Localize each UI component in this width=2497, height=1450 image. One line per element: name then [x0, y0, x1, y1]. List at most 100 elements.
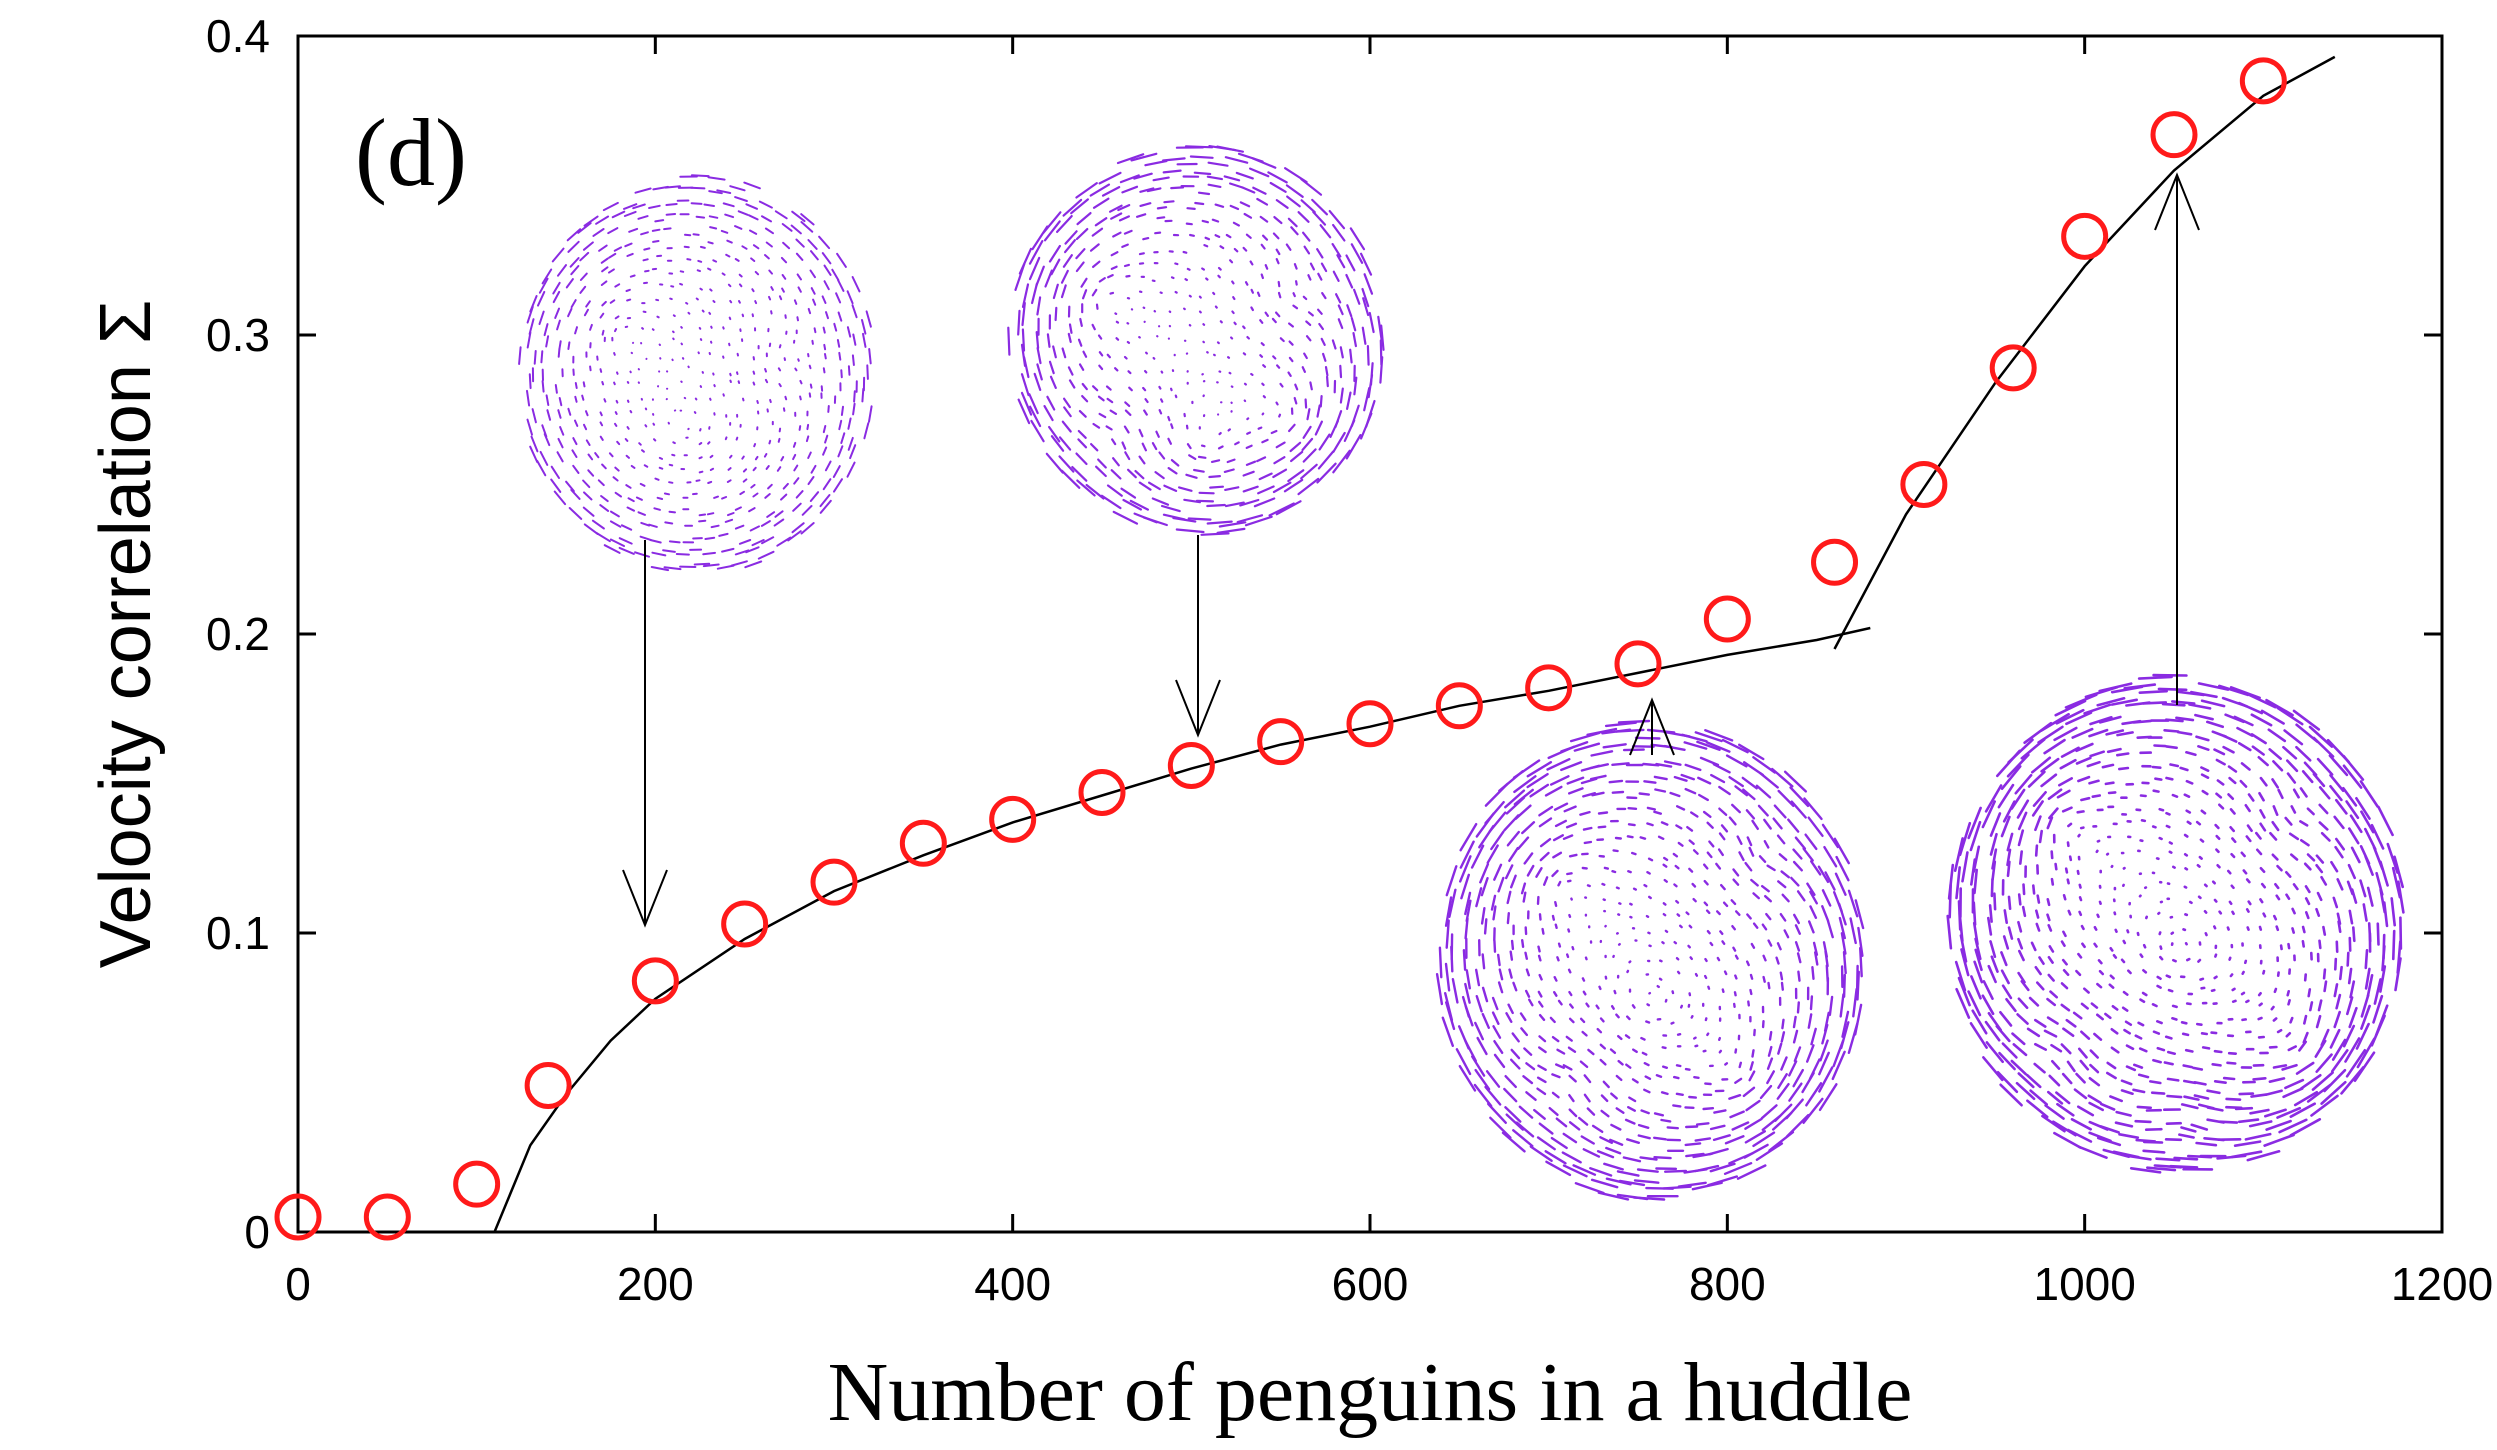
- inset-vector: [1170, 186, 1185, 190]
- inset-vector: [1144, 398, 1149, 404]
- inset-vector: [1708, 840, 1715, 848]
- inset-vector: [2316, 757, 2334, 776]
- inset-vector: [1568, 913, 1572, 918]
- inset-vector: [1123, 229, 1133, 235]
- inset-vector: [1748, 1070, 1756, 1082]
- inset-vector: [1055, 215, 1073, 233]
- inset-vector: [1271, 317, 1277, 324]
- inset-vector: [1274, 311, 1281, 318]
- inset-vector: [1112, 231, 1122, 238]
- inset-vector: [2062, 1027, 2075, 1037]
- inset-vector: [2165, 1121, 2182, 1125]
- inset-vector: [1174, 262, 1179, 266]
- inset-vector: [2318, 821, 2329, 831]
- inset-vector: [526, 331, 532, 349]
- inset-vector: [1302, 448, 1317, 463]
- inset-vector: [2075, 742, 2094, 753]
- data-point: [1167, 742, 1215, 790]
- inset-vector: [1704, 957, 1708, 963]
- inset-vector: [599, 411, 603, 417]
- inset-vector: [2286, 772, 2297, 784]
- inset-vector: [2018, 949, 2025, 962]
- inset-vector: [1626, 1105, 1637, 1112]
- inset-vector: [2255, 831, 2262, 840]
- inset-vector: [1806, 882, 1816, 896]
- inset-vector: [2093, 942, 2098, 948]
- inset-vector: [538, 310, 545, 326]
- inset-vector: [583, 423, 588, 431]
- inset-vector: [1842, 950, 1847, 975]
- inset-vector: [1273, 456, 1286, 465]
- inset-vector: [1611, 870, 1617, 874]
- inset-vector: [852, 402, 856, 416]
- inset-vector: [819, 494, 831, 508]
- inset-vector: [1849, 917, 1857, 945]
- inset-vector: [2241, 970, 2245, 976]
- inset-vector: [1565, 953, 1570, 959]
- inset-vector: [2230, 852, 2236, 859]
- inset-vector: [2077, 833, 2081, 838]
- inset-vector: [1568, 1093, 1575, 1103]
- inset-vector: [2017, 829, 2025, 847]
- inset-vector: [526, 389, 531, 407]
- inset-vector: [2089, 715, 2113, 726]
- inset-vector: [635, 496, 643, 501]
- inset-vector: [2089, 1049, 2099, 1059]
- inset-vector: [1610, 1092, 1618, 1100]
- inset-vector: [1538, 1014, 1546, 1021]
- inset-vector: [1519, 1012, 1527, 1022]
- inset-vector: [1996, 749, 2021, 778]
- inset-vector: [1209, 485, 1225, 489]
- inset-vector: [1241, 186, 1256, 194]
- inset-vector: [1821, 905, 1830, 922]
- arrow-head: [1175, 679, 1221, 738]
- inset-vector: [2322, 968, 2327, 980]
- inset-vector: [796, 273, 802, 281]
- inset-vector: [1551, 1091, 1560, 1099]
- inset-vector: [1809, 905, 1818, 919]
- inset-vector: [2215, 834, 2221, 841]
- inset-vector: [1232, 296, 1236, 301]
- inset-vector: [2050, 1043, 2063, 1053]
- inset-vector: [2123, 683, 2157, 690]
- inset-vector: [2157, 687, 2188, 692]
- inset-vector: [1047, 425, 1061, 443]
- inset-vector: [2238, 1092, 2255, 1096]
- inset-vector: [2265, 698, 2294, 717]
- inset-vector: [1626, 835, 1634, 839]
- inset-vector: [1293, 263, 1298, 270]
- inset-vector: [1493, 863, 1503, 881]
- inset-vector: [1987, 964, 1997, 984]
- inset-vector: [1489, 1116, 1512, 1139]
- inset-vector: [1121, 441, 1127, 450]
- inset-vector: [1261, 382, 1265, 386]
- inset-vector: [737, 210, 749, 216]
- inset-vector: [1486, 844, 1499, 864]
- inset-vector: [2171, 1004, 2178, 1009]
- inset-vector: [1627, 823, 1636, 827]
- inset-vector: [1984, 784, 2003, 813]
- inset-vector: [2203, 883, 2208, 888]
- inset-vector: [1985, 1041, 2004, 1064]
- inset-vector: [2193, 1081, 2207, 1086]
- inset-vector: [2342, 764, 2363, 789]
- inset-vector: [1448, 888, 1457, 918]
- inset-vector: [570, 265, 580, 276]
- inset-vector: [2169, 763, 2180, 768]
- inset-vector: [1124, 401, 1131, 407]
- inset-vector: [821, 295, 827, 304]
- inset-vector: [2097, 959, 2103, 965]
- inset-vector: [559, 426, 565, 436]
- inset-vector: [1685, 1152, 1705, 1158]
- inset-vector: [1142, 516, 1168, 527]
- inset-vector: [724, 436, 728, 441]
- inset-vector: [602, 201, 619, 212]
- inset-vector: [529, 445, 539, 463]
- inset-vector: [1076, 479, 1096, 497]
- inset-vector: [1661, 941, 1665, 945]
- inset-vector: [1279, 337, 1285, 343]
- inset-vector: [2038, 956, 2045, 966]
- inset-vector: [1504, 789, 1526, 809]
- inset-vector: [1122, 498, 1143, 511]
- inset-vector: [1332, 449, 1351, 474]
